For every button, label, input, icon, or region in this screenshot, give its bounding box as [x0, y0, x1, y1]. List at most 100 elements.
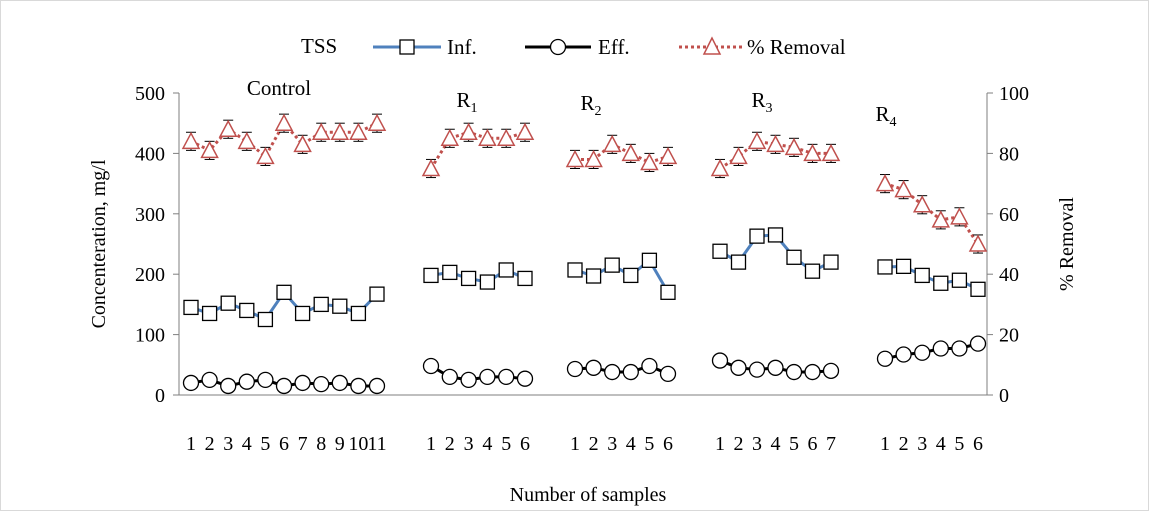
x-tick-label: 11 [367, 433, 386, 455]
x-tick-label: 1 [715, 433, 725, 455]
eff-point [238, 373, 255, 390]
y2-axis-label: % Removal [1056, 197, 1078, 291]
eff-point [895, 346, 912, 363]
x-tick-label: 5 [260, 433, 270, 455]
removal-point [565, 149, 585, 168]
removal-point [237, 131, 257, 150]
legend-entry-inf: Inf. [373, 35, 477, 59]
x-tick-label: 2 [589, 433, 599, 455]
x-tick-label: 5 [644, 433, 654, 455]
y-tick-label: 100 [135, 325, 165, 347]
y2-tick-label: 100 [999, 83, 1029, 105]
group-r2: R2 1 2 3 4 5 6 [565, 91, 678, 455]
legend-marker-removal [702, 36, 722, 55]
x-tick-label: 4 [482, 433, 492, 455]
inf-point [350, 305, 367, 322]
y-tick-label: 200 [135, 264, 165, 286]
legend-entry-removal: % Removal [679, 35, 846, 59]
x-tick-label: 8 [316, 433, 326, 455]
eff-point [368, 377, 386, 395]
x-tick-label: 4 [626, 433, 636, 455]
eff-point [350, 377, 367, 395]
removal-point [710, 158, 730, 177]
eff-point [785, 363, 803, 381]
removal-point [181, 131, 201, 150]
eff-point [969, 335, 987, 352]
removal-point [496, 128, 516, 147]
eff-point [659, 365, 677, 383]
eff-point [313, 375, 330, 393]
removal-point [421, 158, 441, 177]
legend-marker-eff [549, 38, 567, 56]
x-tick-label: 5 [501, 433, 511, 455]
y-axis-label: Concenteration, mg/l [88, 159, 110, 328]
removal-point [515, 122, 535, 141]
inf-point [332, 298, 348, 314]
inf-point [276, 284, 292, 300]
removal-point [894, 180, 913, 198]
inf-point [786, 249, 802, 265]
removal-point [621, 143, 641, 162]
x-tick-label: 3 [223, 433, 233, 455]
axes: 0 100 200 300 400 500 0 20 40 60 80 100 Concentera… [88, 83, 1078, 506]
eff-point [585, 359, 602, 376]
legend-label-inf: Inf. [447, 35, 477, 59]
eff-point [604, 363, 621, 381]
eff-point [914, 344, 931, 361]
inf-point [895, 258, 912, 274]
eff-point [182, 374, 200, 392]
x-tick-label: 1 [426, 433, 436, 455]
y2-tick-label: 20 [999, 325, 1019, 347]
group-label: R2 [580, 91, 601, 119]
legend-marker-inf [399, 39, 415, 55]
inf-point [914, 267, 930, 284]
inf-point [479, 274, 496, 290]
x-axis-label: Number of samples [510, 484, 667, 506]
x-tick-label: 9 [335, 433, 345, 455]
inf-point [423, 267, 439, 284]
x-tick-label: 7 [298, 433, 308, 455]
eff-point [498, 368, 515, 386]
legend-entry-eff: Eff. [525, 35, 630, 59]
inf-point [623, 267, 639, 284]
eff-point [479, 368, 496, 386]
removal-point [968, 234, 988, 252]
legend: TSS Inf. Eff. % Removal [301, 34, 846, 59]
y2-tick-label: 40 [999, 264, 1019, 286]
x-tick-label: 2 [734, 433, 744, 455]
eff-point [822, 362, 840, 379]
x-tick-label: 1 [880, 433, 890, 455]
inf-point [460, 270, 477, 287]
eff-point [951, 340, 968, 357]
group-label: R1 [456, 88, 477, 116]
inf-point [313, 296, 329, 313]
removal-point [640, 152, 659, 171]
x-tick-label: 5 [789, 433, 799, 455]
y-tick-label: 500 [135, 83, 165, 105]
x-tick-label: 3 [917, 433, 927, 455]
eff-point [932, 340, 949, 357]
inf-point [201, 305, 218, 322]
x-tick-label: 2 [899, 433, 909, 455]
inf-point [567, 262, 583, 278]
group-r3: R3 1 2 3 4 5 6 7 [710, 88, 841, 455]
eff-point [294, 374, 311, 392]
eff-point [804, 363, 821, 381]
x-tick-label: 6 [663, 433, 673, 455]
inf-point [823, 254, 839, 270]
x-tick-label: 7 [826, 433, 836, 455]
removal-point [950, 207, 969, 225]
removal-point [349, 122, 368, 141]
eff-point [767, 359, 784, 376]
removal-point [912, 195, 932, 213]
removal-point [367, 113, 387, 131]
eff-point [331, 374, 348, 392]
inf-point [933, 275, 949, 291]
x-tick-label: 1 [186, 433, 196, 455]
x-tick-label: 6 [520, 433, 530, 455]
y2-tick-label: 80 [999, 143, 1019, 165]
x-tick-label: 6 [279, 433, 289, 455]
right-y-ticks: 0 20 40 60 80 100 [987, 83, 1029, 407]
group-r4: R4 1 2 3 4 5 6 [875, 102, 988, 455]
group-label: Control [247, 76, 311, 100]
